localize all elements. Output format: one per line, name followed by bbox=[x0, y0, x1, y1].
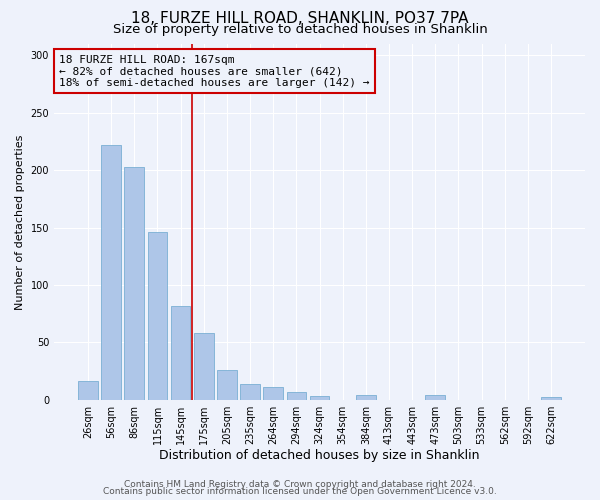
Bar bbox=[425, 395, 445, 400]
Bar bbox=[287, 392, 306, 400]
Bar bbox=[310, 396, 329, 400]
Bar bbox=[356, 395, 376, 400]
Bar bbox=[240, 384, 260, 400]
Text: 18, FURZE HILL ROAD, SHANKLIN, PO37 7PA: 18, FURZE HILL ROAD, SHANKLIN, PO37 7PA bbox=[131, 11, 469, 26]
Bar bbox=[78, 382, 98, 400]
Text: Contains public sector information licensed under the Open Government Licence v3: Contains public sector information licen… bbox=[103, 487, 497, 496]
Bar bbox=[194, 333, 214, 400]
Bar bbox=[124, 167, 144, 400]
Bar bbox=[171, 306, 190, 400]
Bar bbox=[101, 145, 121, 400]
Text: Contains HM Land Registry data © Crown copyright and database right 2024.: Contains HM Land Registry data © Crown c… bbox=[124, 480, 476, 489]
Text: Size of property relative to detached houses in Shanklin: Size of property relative to detached ho… bbox=[113, 22, 487, 36]
Y-axis label: Number of detached properties: Number of detached properties bbox=[15, 134, 25, 310]
Bar bbox=[263, 387, 283, 400]
Bar bbox=[148, 232, 167, 400]
Bar bbox=[217, 370, 237, 400]
Text: 18 FURZE HILL ROAD: 167sqm
← 82% of detached houses are smaller (642)
18% of sem: 18 FURZE HILL ROAD: 167sqm ← 82% of deta… bbox=[59, 54, 370, 88]
Bar bbox=[541, 398, 561, 400]
X-axis label: Distribution of detached houses by size in Shanklin: Distribution of detached houses by size … bbox=[159, 450, 480, 462]
